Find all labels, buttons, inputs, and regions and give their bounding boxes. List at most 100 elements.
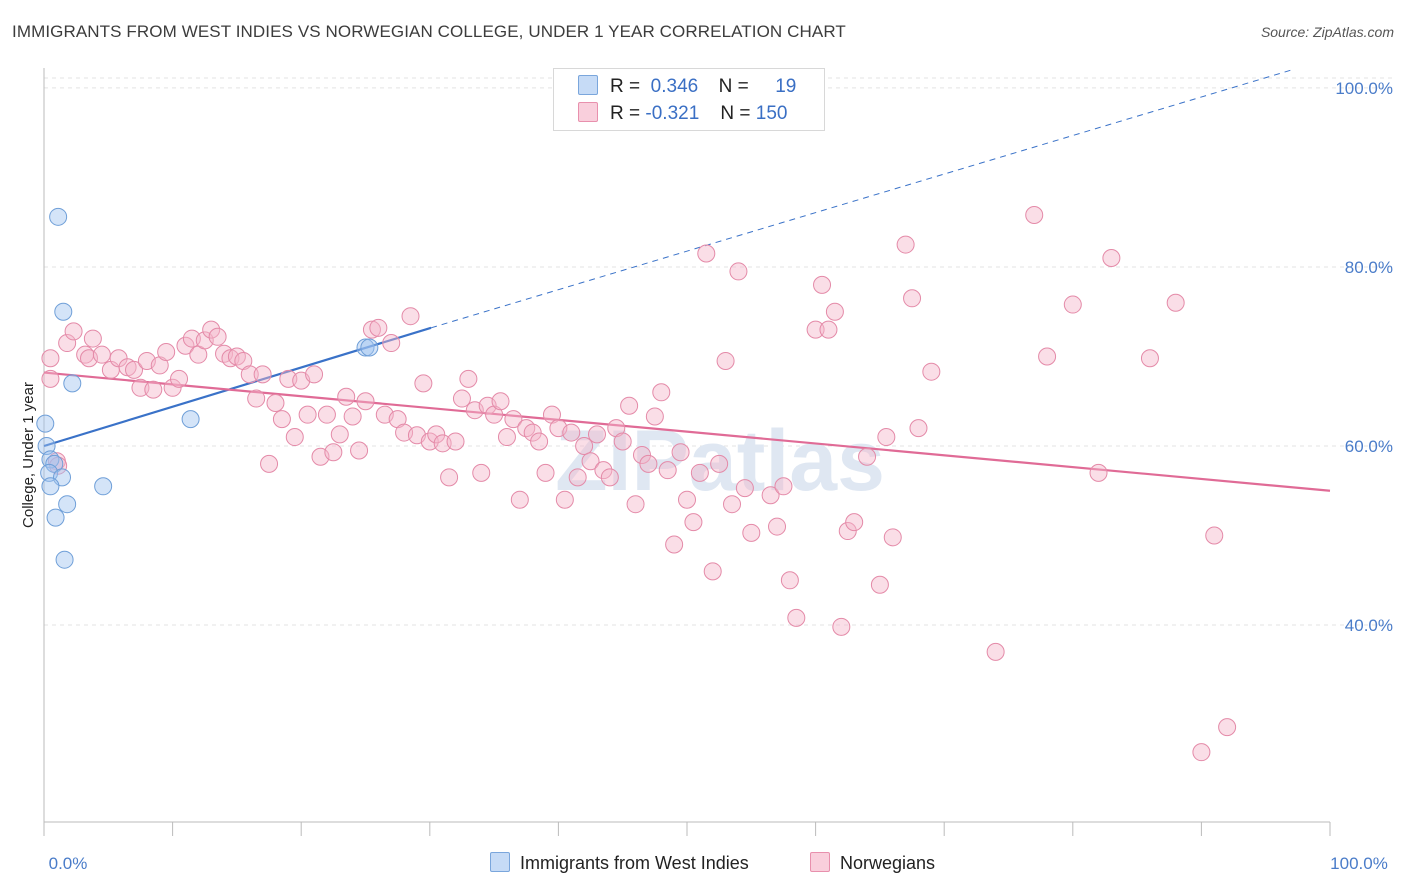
point-norwegians [298,405,317,424]
point-norwegians [858,447,877,466]
point-norwegians [1025,206,1044,225]
point-norwegians [176,336,195,355]
source-label: Source: ZipAtlas.com [1260,24,1394,40]
watermark: ZIPatlas [555,413,885,509]
point-norwegians [1140,349,1159,368]
point-norwegians [877,428,896,447]
point-norwegians [362,320,381,339]
point-west-indies [58,495,77,514]
point-norwegians [568,468,587,487]
point-norwegians [870,575,889,594]
point-norwegians [208,327,227,346]
point-norwegians [266,394,285,413]
point-norwegians [742,523,761,542]
point-norwegians [92,345,111,364]
point-norwegians [536,463,555,482]
point-norwegians [530,432,549,451]
point-west-indies [49,207,68,226]
point-norwegians [1166,293,1185,312]
point-norwegians [427,425,446,444]
legend-r-label: R = [610,76,641,97]
point-norwegians [671,443,690,462]
point-norwegians [305,365,324,384]
y-tick-label: 40.0% [1345,616,1393,635]
point-norwegians [504,410,523,429]
point-norwegians [658,461,677,480]
legend-n-value-blue: 19 [775,76,797,97]
point-norwegians [845,513,864,532]
point-norwegians [1102,249,1121,267]
point-norwegians [285,428,304,447]
point-norwegians [896,235,915,254]
chart-title: IMMIGRANTS FROM WEST INDIES VS NORWEGIAN… [12,22,846,41]
point-norwegians [825,302,844,321]
point-west-indies [181,410,200,429]
point-norwegians [626,495,645,514]
point-norwegians [716,351,735,370]
point-norwegians [144,380,163,399]
point-norwegians [729,262,748,281]
point-west-indies [55,550,74,569]
legend-r-value-blue: 0.346 [650,76,699,97]
point-norwegians [723,495,742,514]
point-norwegians [838,522,857,541]
tick-labels: 40.0% 60.0% 80.0% 100.0% 0.0% 100.0% [49,79,1393,873]
point-norwegians [446,432,465,451]
point-west-indies [37,437,56,455]
bottom-legend-swatch-blue [490,852,510,872]
point-west-indies [94,477,113,496]
point-norwegians [761,486,780,505]
grid-lines [44,77,1392,626]
point-norwegians [337,387,356,406]
point-norwegians [684,513,703,532]
point-norwegians [170,369,189,388]
point-norwegians [774,477,793,496]
point-norwegians [562,423,581,442]
point-norwegians [317,405,336,424]
point-norwegians [697,244,716,263]
point-norwegians [632,445,651,464]
point-norwegians [581,452,600,471]
point-norwegians [382,334,401,353]
point-norwegians [787,608,806,627]
point-norwegians [903,289,922,308]
point-norwegians [819,320,838,339]
point-norwegians [253,365,272,384]
point-norwegians [41,369,60,388]
point-norwegians [202,320,221,339]
point-norwegians [735,479,754,498]
point-west-indies [36,414,55,433]
point-norwegians [613,432,632,451]
point-norwegians [272,410,291,429]
point-norwegians [665,535,684,554]
point-norwegians [710,454,729,473]
point-norwegians [491,392,510,411]
point-norwegians [1038,347,1057,366]
x-tick-label: 0.0% [49,854,88,873]
legend-swatch-blue [578,75,598,95]
point-norwegians [247,389,266,408]
point-norwegians [58,334,77,353]
legend-row-pink: R = -0.321 N = 150 [578,102,787,126]
point-norwegians [414,374,433,393]
point-norwegians [832,617,851,636]
point-west-indies [63,374,82,393]
point-norwegians [157,343,176,361]
point-norwegians [690,463,709,482]
point-norwegians [594,461,613,480]
point-norwegians [813,275,832,294]
trend-line-norwegians [43,371,1331,492]
point-norwegians [909,419,928,438]
point-norwegians [83,329,102,348]
legend-n-value-pink: 150 [755,103,788,124]
bottom-legend-label-pink: Norwegians [840,853,936,873]
legend-swatch-pink [578,102,598,122]
x-tick-label: 100.0% [1330,854,1388,873]
point-norwegians [1063,295,1082,314]
point-norwegians [240,365,259,384]
point-norwegians [780,571,799,590]
legend: R = 0.346 N = 19 R = -0.321 N = 150 [553,68,825,131]
point-norwegians [163,378,182,397]
point-norwegians [260,454,279,473]
